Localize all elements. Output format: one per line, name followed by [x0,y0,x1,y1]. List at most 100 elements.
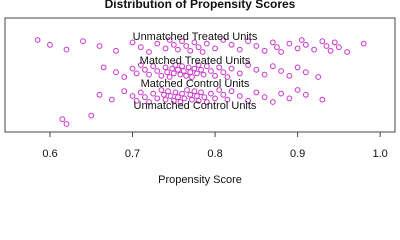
point [180,68,187,74]
point [137,89,144,96]
point [154,95,161,102]
point [203,63,210,70]
point [184,87,190,93]
point [294,87,301,93]
point [228,88,235,95]
point [113,47,119,54]
point [261,47,268,54]
point [198,89,204,96]
point [245,38,251,45]
point [137,62,144,68]
point [195,44,202,51]
point [181,95,188,102]
point [142,66,148,73]
group-label: Unmatched Treated Units [133,31,258,43]
point [179,38,185,45]
point [220,91,227,98]
point [203,40,210,47]
group-label: Matched Control Units [141,78,250,90]
point [302,41,309,48]
point [236,46,243,53]
point [121,88,128,95]
point [228,65,235,72]
point [311,46,318,53]
point [187,69,194,76]
point [189,96,195,103]
point [195,97,202,104]
point [224,96,231,103]
point [142,94,148,101]
point [286,95,293,102]
point [315,74,322,80]
point [327,47,334,54]
point [245,97,251,104]
point [185,64,192,71]
point [187,47,194,54]
group-label: Unmatched Control Units [134,100,257,112]
point [278,68,284,74]
point [319,38,326,45]
point [198,66,204,73]
point [269,99,276,105]
point [166,74,173,80]
point [160,91,167,98]
point [278,90,284,97]
point [129,65,136,72]
point [162,64,169,71]
point [47,41,53,48]
point [100,64,107,71]
point [200,71,207,78]
point [63,46,70,53]
point [59,116,66,123]
point [269,63,276,70]
point [172,89,179,96]
point [137,44,144,51]
point [177,71,184,78]
point [302,69,309,76]
point [108,96,115,103]
point [96,91,103,98]
x-tick-label: 1.0 [372,148,387,160]
point [335,44,342,51]
point [253,66,260,73]
point [191,65,198,72]
point [187,91,194,98]
x-tick-label: 0.7 [125,148,140,160]
point [261,94,268,101]
point [169,65,176,72]
point [121,74,128,80]
point [208,90,214,97]
point [323,43,330,49]
point [302,91,309,98]
point [175,66,181,73]
point [133,97,140,104]
point [189,74,195,80]
point [294,45,301,52]
point [201,94,208,101]
point [162,96,169,103]
point [212,72,218,79]
point [158,87,165,93]
point [177,99,184,105]
chart: Distribution of Propensity Scores Propen… [4,0,396,186]
point [286,72,293,79]
point [170,41,177,48]
point [261,71,268,78]
point [216,64,223,71]
point [253,43,260,49]
point [146,99,152,105]
point [150,63,157,70]
plot-frame [4,17,396,133]
point [212,45,218,52]
point [170,70,177,77]
point [166,37,173,43]
point [63,121,70,127]
point [167,93,174,99]
point [298,37,305,43]
point [228,41,235,48]
point [158,72,165,79]
point [191,39,198,46]
x-tick-label: 0.8 [207,148,222,160]
point [220,69,227,76]
point [172,62,179,68]
